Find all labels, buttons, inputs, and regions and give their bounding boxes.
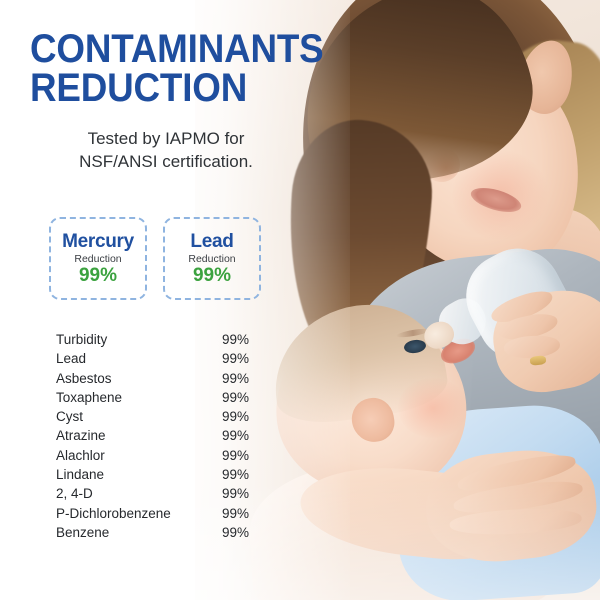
list-item: Lead 99% [56, 351, 256, 370]
list-item: Lindane 99% [56, 467, 256, 486]
contaminant-value: 99% [222, 370, 250, 386]
list-item: Cyst 99% [56, 409, 256, 428]
badge-mercury-value: 99% [78, 265, 118, 287]
list-item: 2, 4-D 99% [56, 486, 256, 505]
contaminant-value: 99% [222, 428, 250, 444]
contaminant-name: P-Dichlorobenzene [56, 505, 171, 521]
list-item: Toxaphene 99% [56, 390, 256, 409]
photo-bottom-fade [0, 480, 600, 600]
list-item: Benzene 99% [56, 525, 256, 544]
page-title-line2: REDUCTION [30, 66, 248, 111]
contaminant-value: 99% [222, 447, 250, 463]
contaminant-name: Alachlor [56, 447, 105, 463]
contaminant-value: 99% [222, 351, 250, 367]
contaminant-value: 99% [222, 486, 250, 502]
list-item: Turbidity 99% [56, 332, 256, 351]
list-item: P-Dichlorobenzene 99% [56, 506, 256, 525]
contaminant-value: 99% [222, 524, 250, 540]
contaminant-value: 99% [222, 467, 250, 483]
contaminant-value: 99% [222, 409, 250, 425]
contaminants-list: Turbidity 99% Lead 99% Asbestos 99% Toxa… [56, 332, 256, 544]
contaminant-name: Lead [56, 351, 87, 367]
contaminant-value: 99% [222, 332, 250, 347]
badge-lead-sublabel: Reduction [188, 252, 236, 265]
page-title-line1: CONTAMINANTS [30, 27, 324, 71]
badge-mercury: Mercury Reduction 99% [49, 217, 147, 300]
contaminant-name: Atrazine [56, 428, 106, 444]
badge-lead: Lead Reduction 99% [163, 217, 261, 300]
badge-group: Mercury Reduction 99% Lead Reduction 99% [49, 217, 261, 300]
contaminant-value: 99% [222, 505, 250, 521]
list-item: Asbestos 99% [56, 371, 256, 390]
badge-lead-value: 99% [192, 265, 232, 287]
badge-mercury-sublabel: Reduction [74, 252, 122, 265]
contaminant-name: 2, 4-D [56, 486, 93, 502]
page-subtitle: Tested by IAPMO for NSF/ANSI certificati… [79, 129, 253, 171]
badge-lead-name: Lead [190, 230, 234, 252]
baby-cheek [398, 378, 468, 438]
contaminant-name: Asbestos [56, 370, 112, 386]
list-item: Alachlor 99% [56, 448, 256, 467]
contaminant-name: Lindane [56, 467, 105, 483]
contaminant-value: 99% [222, 389, 250, 405]
contaminant-name: Benzene [56, 524, 110, 540]
badge-mercury-name: Mercury [62, 230, 134, 252]
contaminant-name: Cyst [56, 409, 83, 425]
contaminant-name: Toxaphene [56, 389, 123, 405]
page-title: CONTAMINANTS REDUCTION [30, 29, 324, 111]
contaminant-name: Turbidity [56, 332, 108, 347]
list-item: Atrazine 99% [56, 428, 256, 447]
